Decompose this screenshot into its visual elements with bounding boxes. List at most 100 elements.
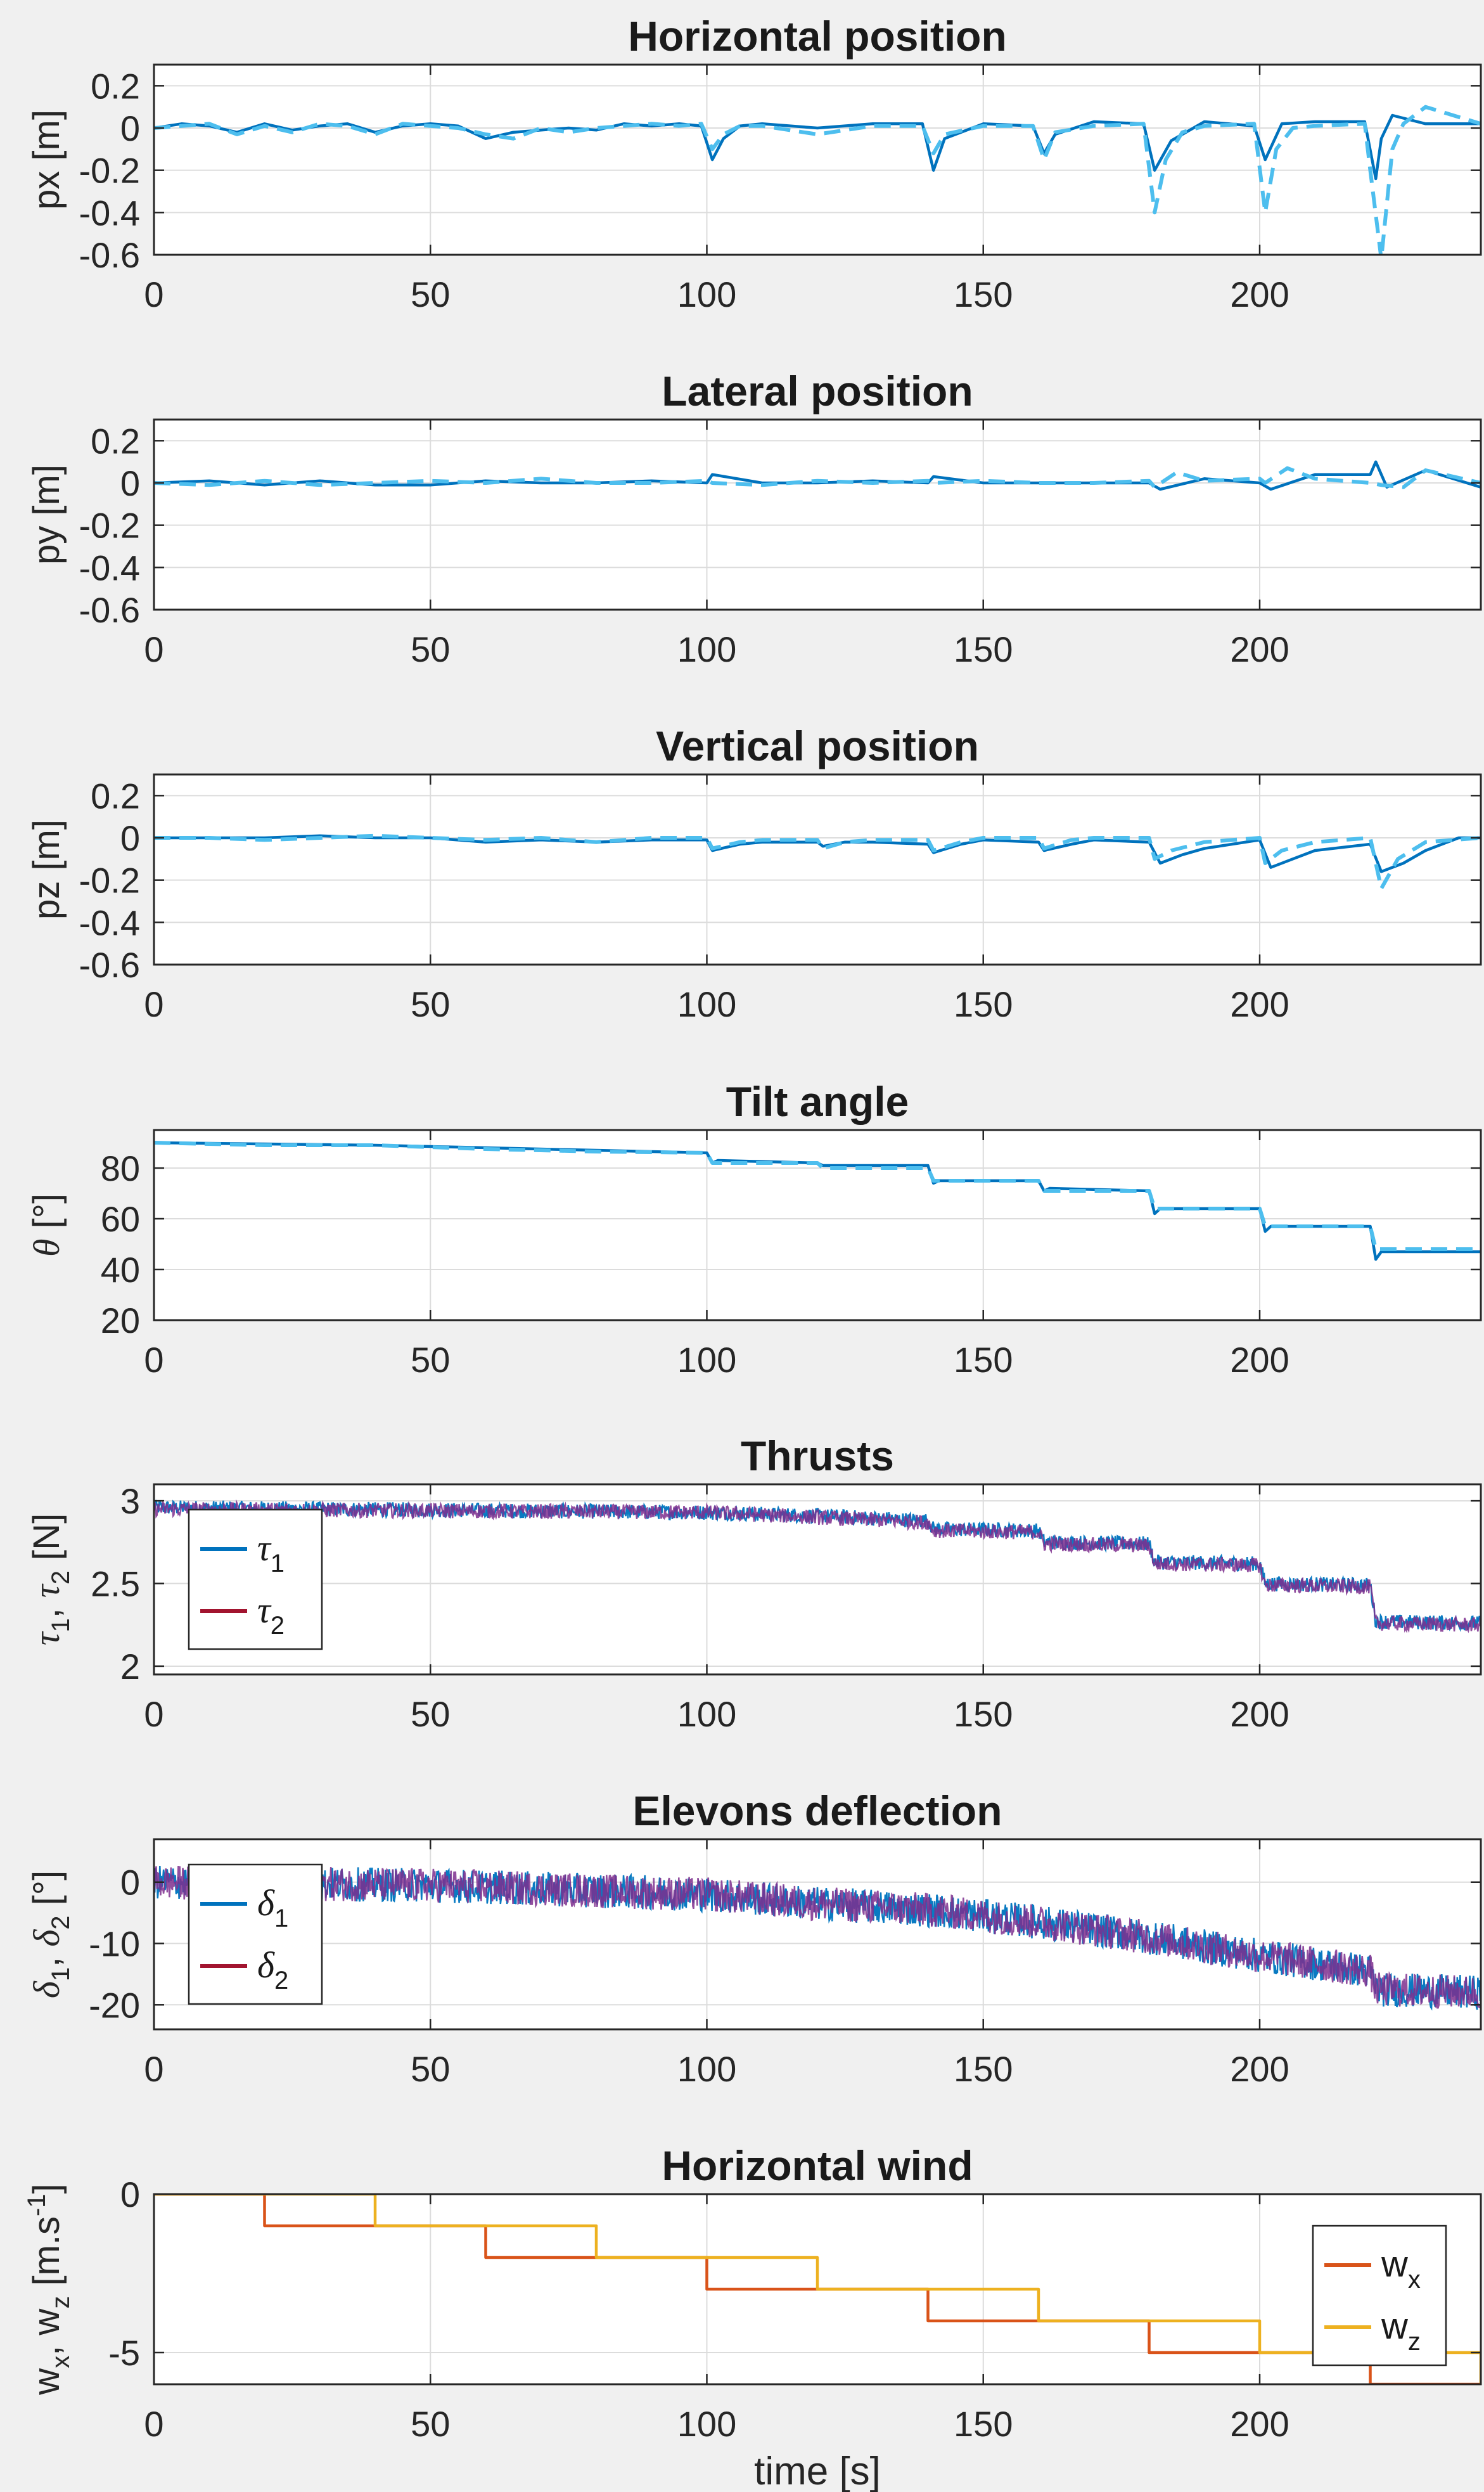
x-tick-label: 0 [144,984,163,1024]
y-tick-label: -0.2 [79,151,141,191]
y-axis-label: τ1, τ2 [N] [26,1513,75,1646]
x-tick-label: 200 [1230,629,1289,669]
series-line-reference [154,833,1481,890]
series-line-measured [154,113,1481,181]
x-tick-label: 0 [144,2404,163,2444]
chart-title: Horizontal wind [662,2142,973,2189]
x-tick-label: 150 [954,274,1013,314]
plot-area [154,460,1481,491]
axes-frame [153,1483,1482,1676]
y-tick-label: -0.6 [79,590,141,630]
legend-label: τ1 [257,1527,285,1577]
x-tick-label: 200 [1230,1340,1289,1380]
x-tick-label: 100 [677,2049,736,2089]
plot-area [154,1141,1481,1261]
y-axis-label: δ1, δ2 [°] [26,1870,75,1998]
chart-title: Tilt angle [726,1078,909,1125]
x-tick-label: 150 [954,984,1013,1024]
series-line-measured [154,460,1481,491]
x-tick-label: 50 [411,984,450,1024]
x-tick-label: 0 [144,2049,163,2089]
x-tick-label: 100 [677,984,736,1024]
axes-frame [153,773,1482,966]
y-tick-label: 0 [120,818,140,858]
x-tick-label: 50 [411,1340,450,1380]
x-tick-label: 200 [1230,1694,1289,1734]
x-tick-label: 0 [144,1694,163,1734]
legend-box [1312,2225,1447,2367]
y-tick-label: -20 [89,1985,140,2025]
series-line-w_z [154,2194,1481,2384]
x-tick-label: 150 [954,1694,1013,1734]
y-tick-label: 60 [101,1199,140,1239]
x-tick-label: 50 [411,274,450,314]
y-tick-label: 0 [120,1863,140,1903]
y-tick-label: 80 [101,1148,140,1188]
legend-label: δ1 [257,1882,288,1932]
legend-box [188,1863,323,2005]
y-axis-label: pz [m] [26,819,67,920]
plot-area [154,1499,1481,1634]
x-tick-label: 150 [954,629,1013,669]
series-line-δ2 [154,1864,1481,2009]
axes-frame [153,418,1482,611]
y-axis-label: θ [°] [26,1193,67,1257]
chart-panel-4: 0 50 100 150 200 20 40 60 80 Tilt angle θ [°] [26,1078,1482,1380]
x-tick-label: 50 [411,2404,450,2444]
legend-label: wx [1381,2244,1421,2294]
x-tick-label: 100 [677,629,736,669]
y-tick-label: 0 [120,2174,140,2214]
chart-title: Thrusts [741,1432,894,1479]
y-tick-label: 2.5 [91,1564,140,1604]
y-tick-label: -0.2 [79,861,141,901]
x-tick-label: 150 [954,2404,1013,2444]
legend: wx wz [1312,2225,1447,2367]
chart-title: Vertical position [656,723,979,769]
axes-background [154,1839,1481,2029]
x-tick-label: 200 [1230,984,1289,1024]
axes-background [154,65,1481,255]
axes-frame [153,1129,1482,1321]
x-tick-label: 0 [144,629,163,669]
y-tick-label: -5 [108,2333,140,2373]
y-tick-label: -0.4 [79,193,141,233]
x-tick-label: 200 [1230,274,1289,314]
plot-area [154,1863,1481,2011]
chart-title: Lateral position [662,368,973,414]
legend-label: τ2 [257,1590,285,1640]
x-tick-label: 100 [677,1694,736,1734]
y-tick-label: 0.2 [91,421,140,461]
axes-frame [153,63,1482,256]
y-tick-label: 0.2 [91,66,140,106]
series-line-reference [154,1141,1481,1251]
axes-background [154,774,1481,965]
y-tick-label: -0.6 [79,235,141,275]
y-axis-label: px [m] [26,110,67,210]
y-tick-label: -0.4 [79,548,141,588]
x-tick-label: 0 [144,1340,163,1380]
x-tick-label: 150 [954,2049,1013,2089]
x-tick-label: 200 [1230,2049,1289,2089]
y-tick-label: 0 [120,463,140,503]
legend-label: δ2 [257,1944,288,1994]
chart-title: Elevons deflection [632,1787,1002,1834]
axes-background [154,420,1481,610]
series-line-τ2 [154,1499,1481,1634]
x-tick-label: 50 [411,2049,450,2089]
x-tick-label: 100 [677,274,736,314]
y-tick-label: 20 [101,1301,140,1340]
x-tick-label: 100 [677,1340,736,1380]
plot-area [154,833,1481,890]
y-tick-label: -0.6 [79,945,141,985]
series-line-reference [154,466,1481,489]
y-tick-label: 0.2 [91,776,140,816]
y-tick-label: 40 [101,1250,140,1290]
x-tick-label: 50 [411,629,450,669]
y-tick-label: -0.4 [79,902,141,942]
